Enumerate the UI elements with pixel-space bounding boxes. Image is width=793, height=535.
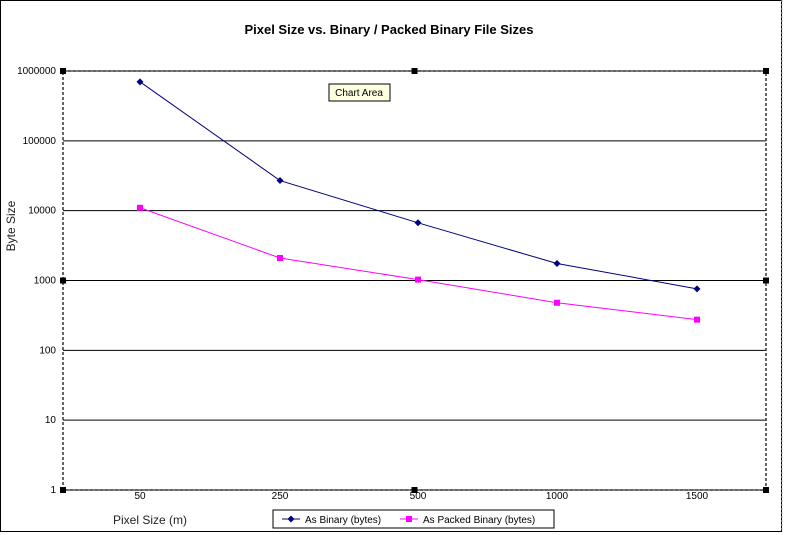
chart-title: Pixel Size vs. Binary / Packed Binary Fi… xyxy=(244,22,533,37)
y-tick-label: 100 xyxy=(39,345,56,356)
selection-handle[interactable] xyxy=(411,68,418,74)
data-point[interactable] xyxy=(414,219,422,227)
data-point[interactable] xyxy=(554,299,560,306)
y-tick-label: 1000000 xyxy=(17,66,56,77)
selection-handle[interactable] xyxy=(763,68,769,74)
x-tick-label: 250 xyxy=(272,491,289,502)
data-point[interactable] xyxy=(137,204,143,211)
x-axis-ticks: 50 250 500 1000 1500 xyxy=(134,491,708,502)
data-point[interactable] xyxy=(136,78,144,86)
data-point[interactable] xyxy=(415,276,421,283)
y-tick-label: 1000 xyxy=(34,276,57,287)
x-tick-label: 50 xyxy=(134,491,146,502)
legend[interactable]: As Binary (bytes) As Packed Binary (bytes… xyxy=(272,509,555,529)
y-tick-label: 100000 xyxy=(23,136,57,147)
y-tick-label: 10 xyxy=(45,415,57,426)
y-axis-title: Byte Size xyxy=(4,200,18,251)
legend-marker xyxy=(287,515,295,523)
selection-handle[interactable] xyxy=(60,487,66,493)
selection-handle[interactable] xyxy=(60,68,66,74)
y-tick-label: 10000 xyxy=(28,206,56,217)
tooltip-box xyxy=(328,83,391,102)
tooltip-label: Chart Area xyxy=(335,88,383,99)
plot-area[interactable] xyxy=(60,68,769,493)
legend-label: As Packed Binary (bytes) xyxy=(423,515,535,526)
data-point[interactable] xyxy=(694,316,700,323)
selection-handle[interactable] xyxy=(411,487,418,493)
selection-handle[interactable] xyxy=(763,487,769,493)
y-axis-ticks: 1000000 100000 10000 1000 100 10 1 xyxy=(17,66,56,496)
data-point[interactable] xyxy=(276,177,284,185)
data-point[interactable] xyxy=(693,285,701,293)
y-tick-label: 1 xyxy=(50,485,56,496)
x-axis-title: Pixel Size (m) xyxy=(113,513,187,527)
x-tick-label: 1500 xyxy=(686,491,709,502)
selection-handle[interactable] xyxy=(763,277,769,284)
data-point[interactable] xyxy=(553,260,561,268)
x-tick-label: 500 xyxy=(410,491,427,502)
legend-label: As Binary (bytes) xyxy=(305,515,381,526)
series xyxy=(136,78,701,323)
data-point[interactable] xyxy=(277,254,283,261)
selection-handle[interactable] xyxy=(60,277,66,284)
legend-marker xyxy=(406,516,412,522)
x-tick-label: 1000 xyxy=(546,491,569,502)
chart-area-tooltip: Chart Area xyxy=(328,83,391,102)
